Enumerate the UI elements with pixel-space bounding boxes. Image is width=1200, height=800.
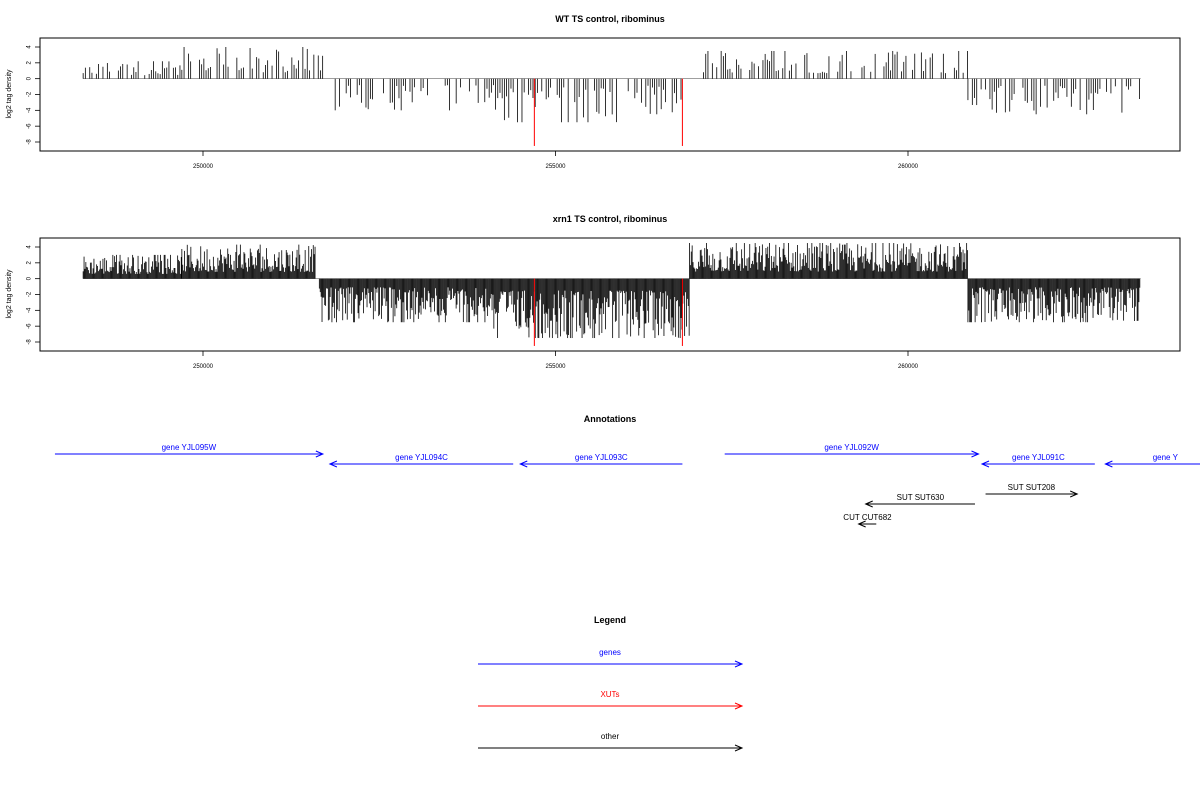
feature-label: gene YJL095W [162,443,217,452]
feature-arrowhead [315,450,325,458]
xrn1-ts-density-panel: xrn1 TS control, ribominus log2 tag dens… [6,214,1181,370]
y-tick-label: -6 [27,123,33,129]
y-axis-label: log2 tag density [6,69,13,119]
feature-label: CUT CUT682 [843,513,892,522]
legend-items: genes XUTs other [478,648,744,752]
y-tick-label: -2 [27,91,33,97]
y-tick-label: 2 [27,61,33,65]
x-tick-label: 255000 [545,164,566,170]
feature-arrowhead [864,500,873,508]
legend-title: Legend [594,615,626,625]
feature-arrowhead [1070,490,1079,498]
y-tick-label: -4 [27,107,33,113]
y-tick-label: 4 [27,45,33,49]
x-tick-label: 250000 [193,164,214,170]
legend: Legend genes XUTs other [478,615,744,752]
annotation-features: gene YJL095W gene YJL094C gene YJL093C gene… [54,443,1200,528]
feature-arrowhead [971,450,980,458]
legend-swatch-arrowhead [734,744,744,752]
density-bars [82,243,1141,346]
x-tick-label: 260000 [898,364,919,370]
feature-arrowhead [518,460,528,468]
annotations-title: Annotations [584,414,637,424]
y-tick-label: 0 [27,276,33,280]
plot-frame [39,37,1181,152]
legend-label: XUTs [600,690,619,699]
plot-frame [39,237,1181,352]
density-bars [82,47,1141,146]
y-tick-label: 0 [27,76,33,80]
y-axis: 4 2 0 -2 -4 -6 -8 [27,45,41,145]
feature-label: gene YJL091C [1012,453,1065,462]
wt-ts-density-panel: WT TS control, ribominus log2 tag densit… [6,14,1181,170]
x-tick-label: 250000 [193,364,214,370]
feature-label: gene YJL093C [575,453,628,462]
y-tick-label: -6 [27,323,33,329]
panel-title: xrn1 TS control, ribominus [553,214,668,224]
feature-label: SUT SUT630 [897,493,945,502]
y-tick-label: -2 [27,291,33,297]
y-tick-label: -8 [27,139,33,145]
feature-arrowhead [1104,460,1113,468]
feature-label: gene Y [1153,453,1179,462]
y-axis-label: log2 tag density [6,269,13,319]
y-tick-label: 2 [27,261,33,265]
legend-swatch-arrowhead [734,702,744,710]
feature-arrowhead [980,460,990,468]
y-tick-label: -4 [27,307,33,313]
x-tick-label: 255000 [545,364,566,370]
feature-label: gene YJL094C [395,453,448,462]
legend-label: genes [599,648,621,657]
x-tick-label: 260000 [898,164,919,170]
y-axis: 4 2 0 -2 -4 -6 -8 [27,245,41,345]
feature-label: gene YJL092W [824,443,879,452]
x-axis: 250000 255000 260000 [193,351,919,370]
legend-label: other [601,732,620,741]
feature-label: SUT SUT208 [1008,483,1056,492]
legend-swatch-arrowhead [734,660,744,668]
y-tick-label: -8 [27,339,33,345]
y-tick-label: 4 [27,245,33,249]
x-axis: 250000 255000 260000 [193,151,919,170]
feature-arrowhead [857,520,866,528]
panel-title: WT TS control, ribominus [555,14,665,24]
feature-arrowhead [328,460,338,468]
